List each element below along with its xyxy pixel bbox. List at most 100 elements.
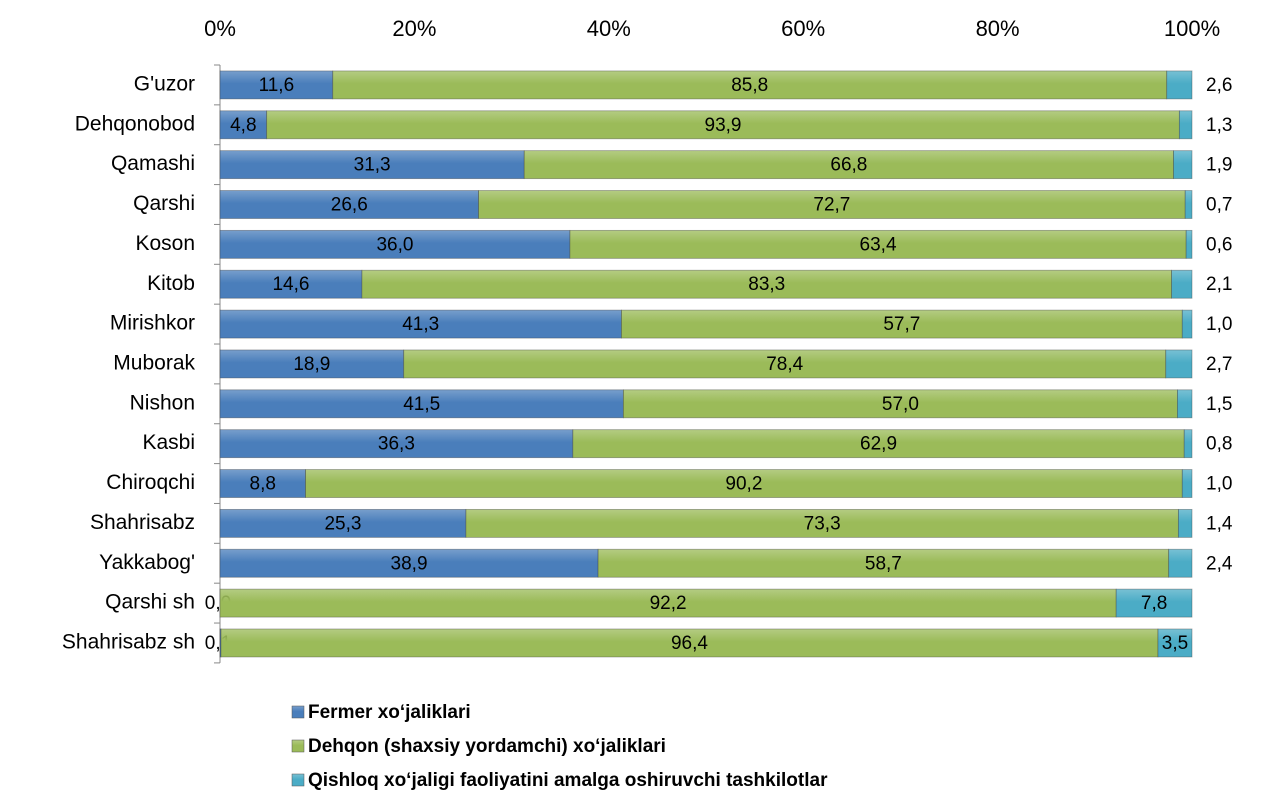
- bar-segment: [622, 389, 1178, 419]
- value-label: 73,3: [804, 513, 841, 534]
- bar-segment: [219, 588, 1117, 618]
- value-label: 93,9: [705, 115, 742, 136]
- legend-label: Fermer xoʻjaliklari: [308, 702, 471, 723]
- value-label: 7,8: [1141, 593, 1167, 614]
- value-label: 83,3: [748, 274, 785, 295]
- bar-segment: [597, 548, 1170, 578]
- value-label: 1,3: [1206, 115, 1232, 136]
- category-label: G'uzor: [134, 72, 195, 95]
- category-label: Muborak: [113, 351, 195, 374]
- value-label: 57,0: [882, 394, 919, 415]
- value-label: 92,2: [650, 593, 687, 614]
- bar-segment: [219, 150, 525, 180]
- bar-segment: [1177, 508, 1193, 538]
- bar-segment: [219, 269, 363, 299]
- bar-segment: [1165, 349, 1193, 379]
- value-label: 4,8: [230, 115, 256, 136]
- value-label: 2,4: [1206, 553, 1233, 574]
- value-label: 58,7: [865, 553, 902, 574]
- value-label: 1,9: [1206, 155, 1232, 176]
- category-label: Mirishkor: [110, 312, 195, 335]
- x-tick-label: 100%: [1164, 16, 1220, 41]
- value-label: 0,7: [1206, 195, 1232, 216]
- x-tick-label: 60%: [781, 16, 825, 41]
- value-label: 25,3: [324, 513, 361, 534]
- category-label: Kitob: [147, 272, 195, 295]
- bar-segment: [219, 110, 268, 140]
- value-label: 41,3: [402, 314, 439, 335]
- value-label: 63,4: [860, 234, 897, 255]
- x-tick-label: 80%: [976, 16, 1020, 41]
- category-label: Shahrisabz: [90, 511, 195, 534]
- value-label: 90,2: [725, 474, 762, 495]
- x-tick-label: 20%: [392, 16, 436, 41]
- category-label: Kasbi: [142, 431, 195, 454]
- legend-label: Dehqon (shaxsiy yordamchi) xoʻjaliklari: [308, 736, 666, 757]
- value-label: 2,7: [1206, 354, 1232, 375]
- bar-segment: [465, 508, 1179, 538]
- bar-segment: [569, 229, 1187, 259]
- category-label: Nishon: [130, 391, 195, 414]
- bar-segment: [1171, 269, 1193, 299]
- bar-segment: [523, 150, 1174, 180]
- bar-segment: [1166, 70, 1193, 100]
- bar-segment: [219, 190, 479, 219]
- x-tick-label: 40%: [587, 16, 631, 41]
- bar-segment: [219, 389, 624, 419]
- value-label: 1,0: [1206, 314, 1232, 335]
- category-label: Qarshi sh: [105, 591, 195, 614]
- bar-segment: [332, 70, 1168, 100]
- value-label: 18,9: [293, 354, 330, 375]
- bar-segment: [220, 628, 1159, 658]
- value-label: 1,0: [1206, 474, 1232, 495]
- category-label: Dehqonobod: [75, 112, 195, 135]
- value-label: 41,5: [403, 394, 440, 415]
- bar-segment: [219, 349, 405, 379]
- legend-label: Qishloq xoʻjaligi faoliyatini amalga osh…: [308, 770, 828, 791]
- bar-segment: [219, 469, 306, 498]
- bar-segment: [305, 469, 1183, 498]
- bar-segment: [1177, 389, 1193, 419]
- value-label: 57,7: [883, 314, 920, 335]
- bar-segment: [478, 190, 1186, 219]
- category-label: Yakkabog': [99, 551, 195, 574]
- bar-segment: [219, 229, 571, 259]
- category-label: Qarshi: [133, 192, 195, 215]
- category-label: Koson: [135, 232, 195, 255]
- bar-segment: [219, 508, 467, 538]
- value-label: 72,7: [813, 195, 850, 216]
- value-label: 36,3: [378, 434, 415, 455]
- value-label: 78,4: [766, 354, 803, 375]
- value-label: 3,5: [1162, 633, 1188, 654]
- value-label: 36,0: [376, 234, 413, 255]
- bar-segment: [1168, 548, 1193, 578]
- bar-segment: [219, 70, 334, 100]
- value-label: 8,8: [250, 474, 276, 495]
- x-tick-label: 0%: [204, 16, 236, 41]
- bar-segment: [1157, 628, 1193, 658]
- legend-swatch: [291, 705, 305, 719]
- bar-segment: [1184, 190, 1193, 219]
- bar-segment: [219, 429, 574, 459]
- bar-segment: [1185, 229, 1193, 259]
- category-label: Chiroqchi: [106, 471, 195, 494]
- bar-segment: [1181, 469, 1193, 498]
- category-label: Qamashi: [111, 152, 195, 175]
- category-label: Shahrisabz sh: [62, 631, 195, 654]
- bar-segment: [1173, 150, 1193, 180]
- value-label: 1,4: [1206, 513, 1233, 534]
- bar-segment: [1181, 309, 1193, 339]
- value-label: 11,6: [259, 75, 295, 96]
- value-label: 31,3: [354, 155, 391, 176]
- bar-segment: [1115, 588, 1193, 618]
- legend-swatch: [291, 773, 305, 787]
- bar-segment: [403, 349, 1167, 379]
- value-label: 96,4: [671, 633, 708, 654]
- value-label: 2,6: [1206, 75, 1232, 96]
- legend-swatch: [291, 739, 305, 753]
- value-label: 0,6: [1206, 234, 1232, 255]
- value-label: 66,8: [830, 155, 867, 176]
- bar-segment: [1178, 110, 1193, 140]
- value-label: 38,9: [391, 553, 428, 574]
